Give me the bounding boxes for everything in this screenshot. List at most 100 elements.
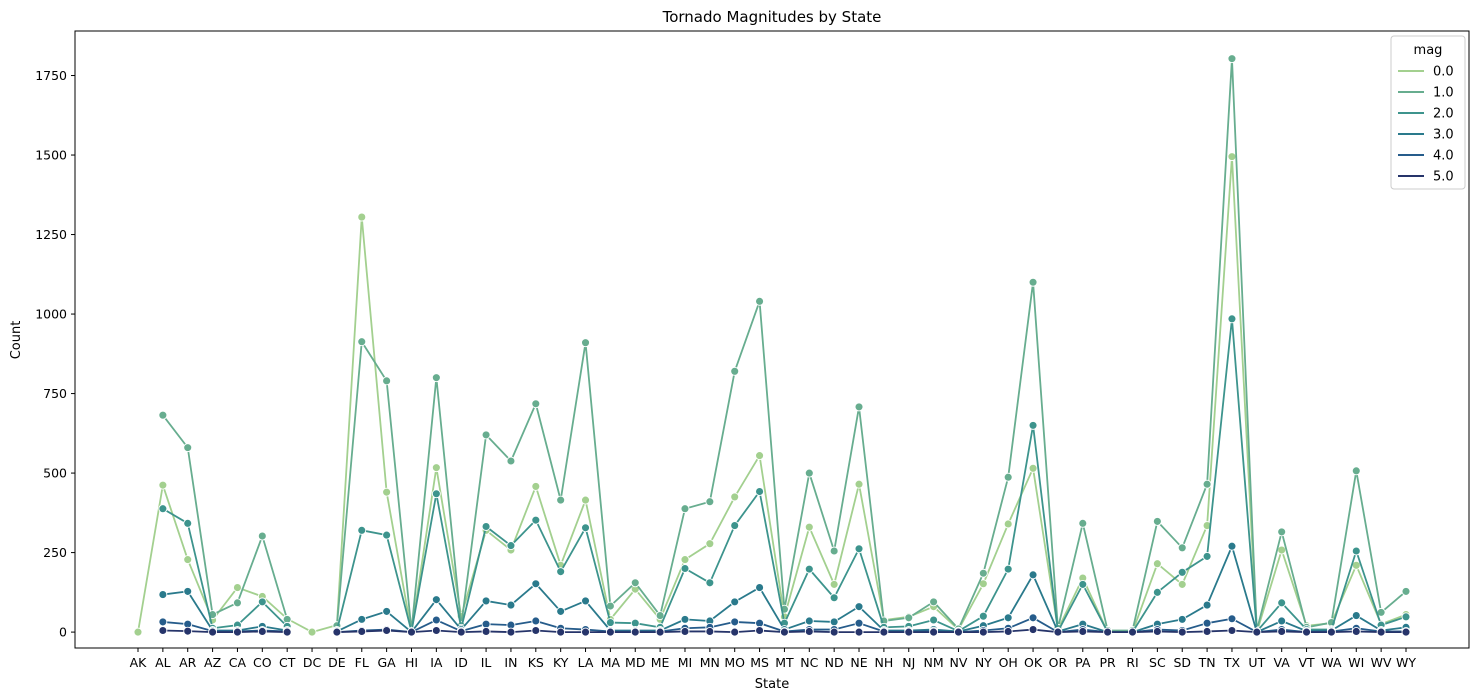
x-tick-label: MO — [724, 655, 745, 670]
data-point — [431, 626, 441, 635]
data-point — [1177, 579, 1187, 589]
data-point — [233, 583, 242, 593]
data-point — [1277, 527, 1287, 537]
x-tick-label: ME — [651, 655, 670, 670]
data-point — [431, 373, 441, 383]
data-point — [630, 627, 640, 637]
data-point — [382, 606, 392, 616]
data-point — [1227, 54, 1237, 64]
legend-entry: 0.0 — [1433, 65, 1454, 80]
x-tick-label: IN — [504, 655, 517, 670]
data-point — [755, 296, 765, 306]
data-point — [904, 613, 914, 623]
data-point — [158, 617, 168, 627]
data-point — [556, 495, 566, 505]
data-point — [680, 564, 690, 573]
data-point — [531, 626, 541, 635]
data-point — [506, 456, 516, 466]
data-point — [730, 627, 740, 637]
data-point — [755, 618, 765, 628]
data-point — [581, 627, 590, 637]
x-tick-label: PA — [1075, 655, 1091, 670]
data-point — [208, 627, 218, 637]
data-point — [556, 627, 566, 637]
data-point — [357, 337, 367, 347]
y-tick-label: 250 — [43, 545, 67, 560]
data-point — [705, 497, 715, 507]
x-tick-label: IL — [481, 655, 492, 670]
legend-entry: 2.0 — [1433, 107, 1454, 122]
data-point — [1103, 627, 1113, 637]
data-point — [183, 443, 193, 453]
data-point — [680, 627, 690, 636]
data-point — [929, 615, 939, 625]
data-point — [1277, 598, 1287, 608]
data-point — [431, 615, 441, 625]
data-point — [854, 627, 864, 637]
data-point — [257, 597, 267, 607]
legend-box — [1390, 35, 1466, 190]
x-tick-label: FL — [355, 655, 369, 670]
x-tick-label: CA — [229, 655, 247, 670]
data-point — [382, 487, 392, 497]
data-point — [680, 504, 690, 514]
data-point — [1376, 627, 1386, 637]
x-tick-label: DC — [303, 655, 322, 670]
data-point — [481, 522, 491, 531]
x-tick-label: OH — [999, 655, 1018, 670]
data-point — [954, 627, 963, 637]
x-tick-label: NJ — [902, 655, 915, 670]
x-tick-label: MT — [775, 655, 794, 670]
data-point — [854, 544, 864, 554]
data-point — [1078, 627, 1088, 636]
data-point — [158, 626, 168, 635]
data-point — [1003, 519, 1013, 529]
x-tick-label: IA — [430, 655, 443, 670]
data-point — [581, 523, 590, 533]
data-point — [730, 617, 740, 627]
data-point — [879, 627, 889, 637]
data-point — [1351, 466, 1361, 476]
x-tick-label: CO — [253, 655, 272, 670]
data-point — [1326, 627, 1336, 637]
data-point — [282, 627, 292, 637]
data-point — [978, 611, 988, 621]
x-tick-label: TX — [1223, 655, 1241, 670]
data-point — [854, 602, 864, 612]
x-tick-label: MN — [700, 655, 720, 670]
x-tick-label: PR — [1100, 655, 1117, 670]
data-point — [556, 567, 566, 577]
data-point — [829, 627, 839, 637]
legend-entry: 5.0 — [1433, 170, 1454, 185]
data-point — [1202, 618, 1212, 628]
data-point — [506, 541, 516, 551]
data-point — [1177, 567, 1187, 577]
x-tick-label: OR — [1049, 655, 1068, 670]
x-tick-label: AL — [155, 655, 171, 670]
data-point — [332, 627, 342, 637]
data-point — [705, 578, 715, 588]
data-point — [1227, 314, 1237, 324]
data-point — [531, 399, 541, 409]
data-point — [1053, 627, 1063, 637]
data-point — [1202, 600, 1212, 610]
data-point — [804, 627, 814, 636]
data-point — [382, 376, 392, 386]
data-point — [1227, 541, 1237, 551]
data-point — [531, 481, 541, 491]
x-axis: AK AL AR AZ CA CO CT DC DE FL GA HI IA ID IL IN KS KY LA MA… — [130, 648, 1416, 670]
data-point — [1028, 420, 1038, 430]
series-1.0 — [158, 54, 1411, 635]
x-tick-label: NM — [924, 655, 944, 670]
data-point — [158, 410, 168, 420]
x-tick-label: KY — [553, 655, 569, 670]
data-point — [1078, 579, 1088, 589]
data-point — [1351, 546, 1361, 556]
data-point — [556, 606, 566, 616]
data-point — [804, 468, 814, 478]
y-axis-label: Count — [9, 321, 24, 360]
data-point — [829, 617, 839, 627]
x-tick-label: AR — [179, 655, 197, 670]
data-point — [481, 596, 491, 606]
